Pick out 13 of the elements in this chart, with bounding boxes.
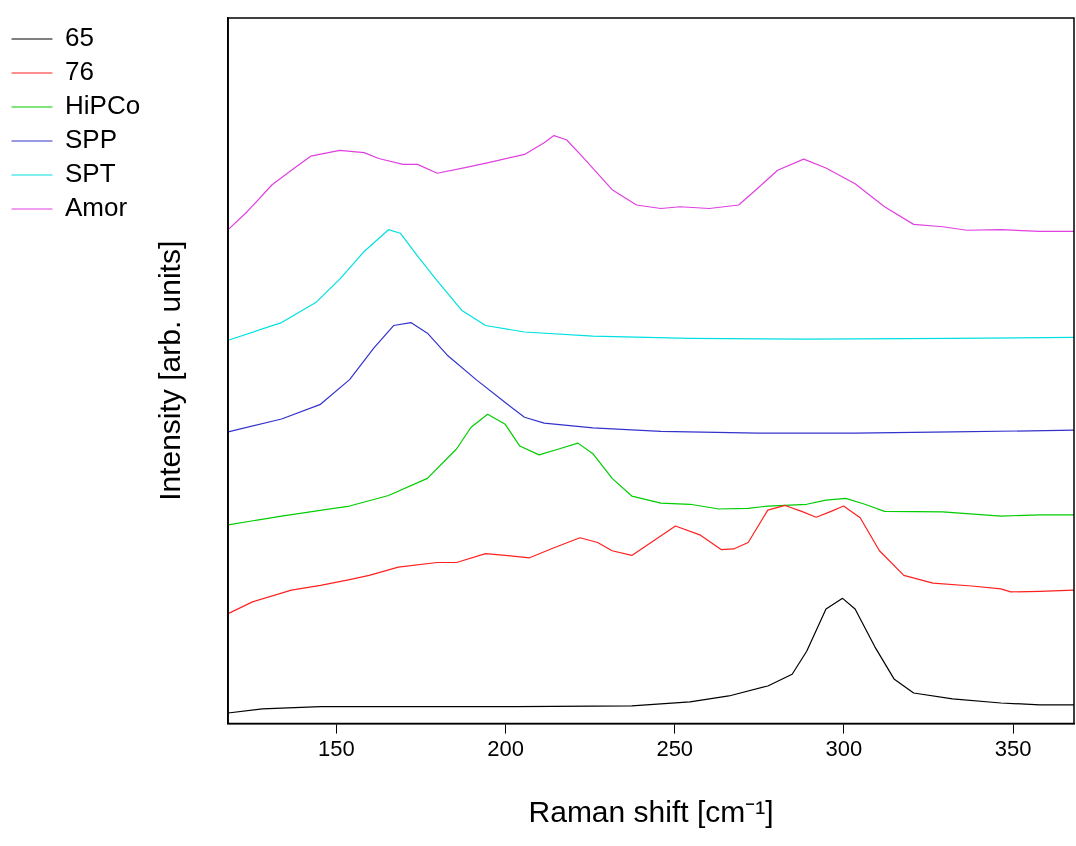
legend-label: 65 [65,22,94,53]
legend-label: SPP [65,124,118,155]
legend-label: Amor [65,192,128,223]
x-axis-title: Raman shift [cm⁻¹] [528,795,774,829]
legend-label: 76 [65,56,94,87]
x-tick-label: 350 [994,735,1032,761]
x-tick-label: 250 [656,735,694,761]
x-tick-label: 150 [318,735,355,761]
legend-label: SPT [65,158,116,189]
y-axis-title: Intensity [arb. units] [153,240,187,501]
legend-label: HiPCo [65,90,141,121]
x-tick-label: 300 [825,735,863,761]
x-tick-label: 200 [487,735,524,761]
